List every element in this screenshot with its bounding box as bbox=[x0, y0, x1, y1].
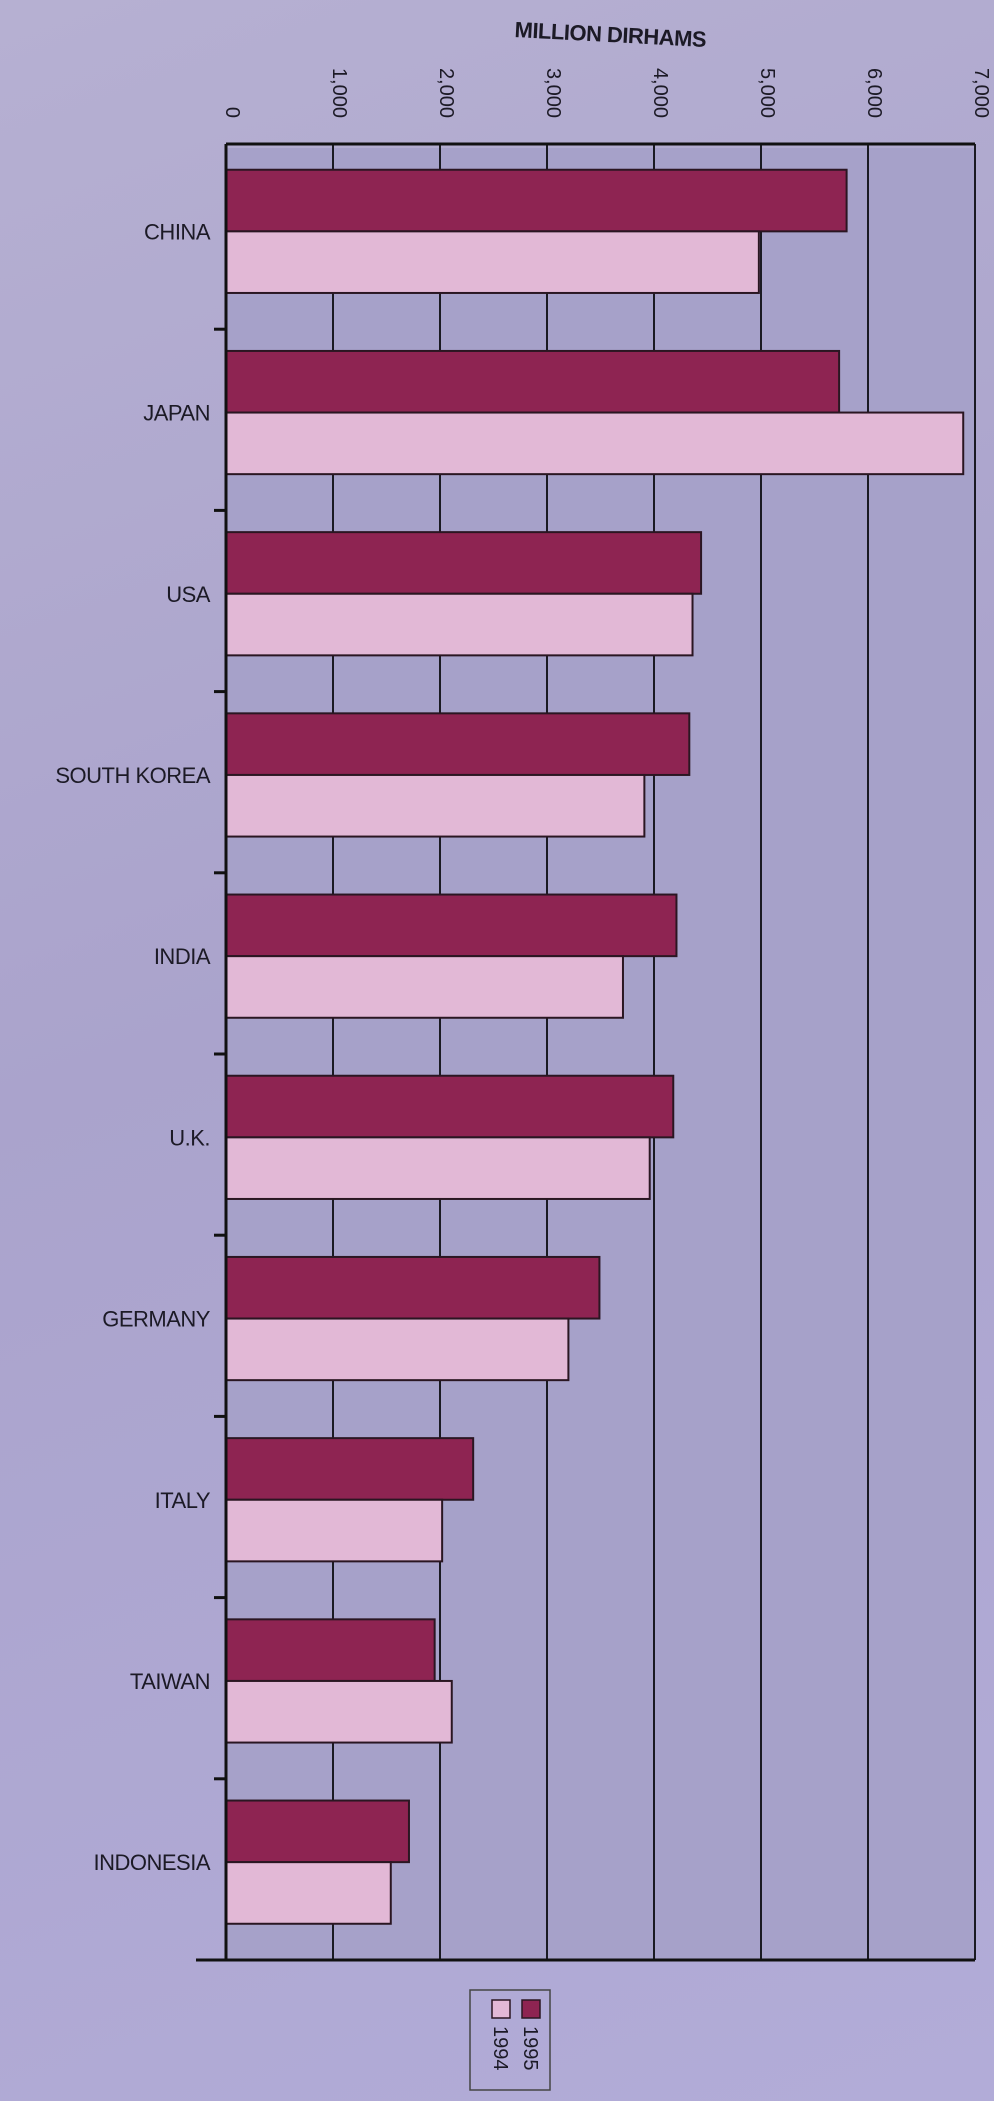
bar-1995 bbox=[225, 1437, 475, 1501]
category-label: JAPAN bbox=[143, 401, 210, 426]
x-tick-label: 7,000 bbox=[970, 68, 992, 118]
bar-1995 bbox=[225, 531, 703, 595]
bar-1994 bbox=[225, 1136, 651, 1200]
bar-1995 bbox=[225, 1255, 601, 1320]
x-axis-title: MILLION DIRHAMS bbox=[514, 17, 707, 52]
category-label: SOUTH KOREA bbox=[55, 763, 210, 788]
legend-swatch-1995 bbox=[521, 1999, 541, 2019]
x-tick-label: 5,000 bbox=[756, 68, 778, 118]
x-tick-labels: 0 1,000 2,000 3,000 4,000 5,000 6,000 7,000 bbox=[221, 68, 992, 118]
x-tick-label: 1,000 bbox=[328, 68, 350, 118]
legend-label-1995: 1995 bbox=[519, 2026, 541, 2071]
bar-1995 bbox=[225, 893, 678, 958]
bar-1994 bbox=[225, 1498, 444, 1563]
bar-1995 bbox=[225, 712, 691, 776]
bar-1994 bbox=[225, 1679, 453, 1744]
bar-1995 bbox=[225, 349, 841, 414]
category-labels: CHINA JAPAN USA SOUTH KOREA INDIA U.K. GERMANY… bbox=[55, 219, 211, 1875]
x-tick-label: 2,000 bbox=[435, 68, 457, 118]
bar-1994 bbox=[225, 1861, 392, 1925]
category-label: TAIWAN bbox=[130, 1669, 210, 1694]
bar-1994 bbox=[225, 1317, 570, 1382]
bar-1995 bbox=[225, 1074, 675, 1139]
legend-label-1994: 1994 bbox=[489, 2026, 511, 2071]
bar-1994 bbox=[225, 230, 760, 294]
category-label: INDIA bbox=[154, 944, 211, 969]
axes bbox=[196, 142, 975, 1962]
x-tick-label: 6,000 bbox=[863, 68, 885, 118]
legend: 1995 1994 bbox=[469, 1989, 551, 2091]
category-label: U.K. bbox=[169, 1125, 210, 1150]
x-tick-label: 0 bbox=[221, 107, 243, 118]
bar-1995 bbox=[225, 168, 848, 233]
category-label: GERMANY bbox=[102, 1307, 211, 1332]
bar-1995 bbox=[225, 1618, 436, 1682]
bar-1994 bbox=[225, 592, 694, 657]
legend-swatch-1994 bbox=[491, 1999, 511, 2019]
bar-1994 bbox=[225, 955, 624, 1019]
bar-1995 bbox=[225, 1799, 410, 1864]
x-tick-label: 4,000 bbox=[649, 68, 671, 118]
category-label: ITALY bbox=[155, 1488, 211, 1513]
bar-1994 bbox=[225, 773, 646, 838]
bar-1994 bbox=[225, 411, 965, 476]
category-label: CHINA bbox=[144, 219, 211, 244]
category-label: INDONESIA bbox=[93, 1850, 210, 1875]
legend-box bbox=[469, 1989, 551, 2091]
category-label: USA bbox=[166, 582, 211, 607]
x-tick-label: 3,000 bbox=[542, 68, 564, 118]
